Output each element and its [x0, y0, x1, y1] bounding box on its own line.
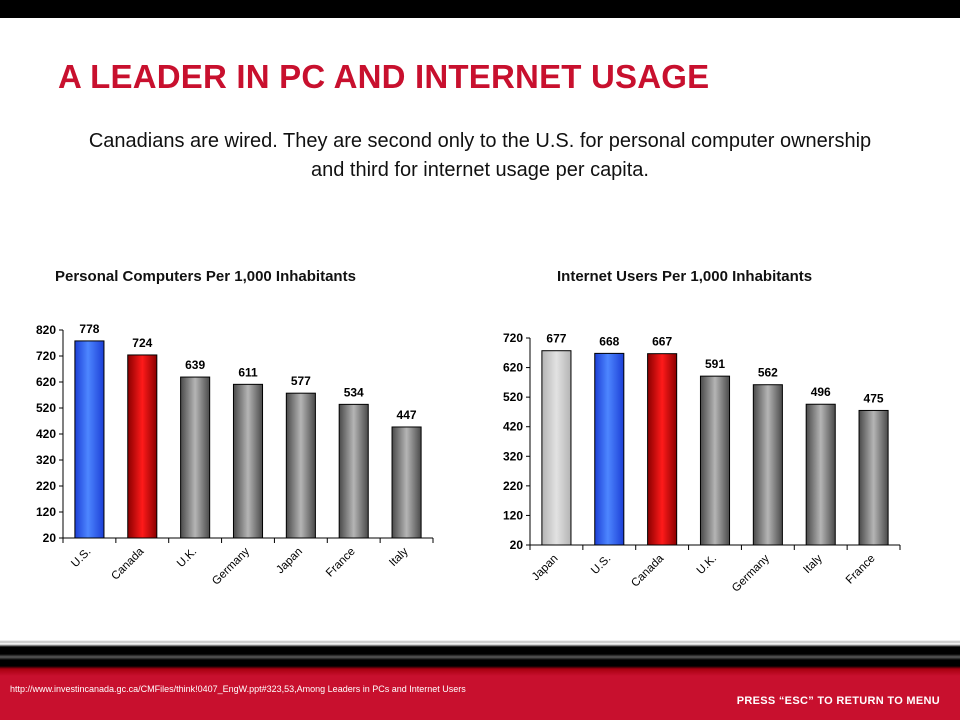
data-label: 677	[546, 332, 566, 346]
category-label: Italy	[801, 552, 825, 576]
y-tick-label: 120	[503, 508, 523, 522]
y-tick-label: 820	[36, 323, 56, 337]
bar-us	[594, 352, 625, 546]
bar-germany	[232, 383, 264, 539]
bar-italy	[805, 403, 836, 546]
category-label: Canada	[109, 545, 146, 582]
bar-france	[338, 403, 369, 539]
esc-return-note: PRESS “ESC” TO RETURN TO MENU	[736, 695, 940, 707]
bar-germany	[752, 384, 783, 546]
y-tick-label: 420	[503, 420, 523, 434]
y-tick-label: 720	[36, 349, 56, 363]
category-label: Germany	[210, 545, 252, 587]
y-tick-label: 20	[510, 538, 524, 552]
y-tick-label: 720	[503, 331, 523, 345]
top-bar	[0, 0, 960, 18]
data-label: 639	[185, 358, 205, 372]
data-label: 724	[132, 336, 152, 350]
chart-title-pcs: Personal Computers Per 1,000 Inhabitants	[55, 268, 356, 285]
y-tick-label: 320	[503, 449, 523, 463]
data-label: 577	[291, 374, 311, 388]
chart-title-internet: Internet Users Per 1,000 Inhabitants	[557, 268, 813, 285]
data-label: 447	[397, 408, 417, 422]
category-label: Japan	[530, 553, 561, 584]
y-tick-label: 520	[36, 401, 56, 415]
data-label: 591	[705, 357, 725, 371]
category-label: France	[324, 546, 358, 580]
y-tick-label: 20	[43, 531, 57, 545]
page-subtitle: Canadians are wired. They are second onl…	[88, 130, 872, 181]
data-label: 611	[238, 365, 258, 379]
bar-japan	[285, 392, 316, 539]
y-tick-label: 620	[503, 361, 523, 375]
category-label: Germany	[730, 552, 772, 594]
category-label: France	[844, 553, 878, 587]
bar-canada	[127, 354, 158, 539]
footer-bar	[0, 676, 960, 720]
y-tick-label: 320	[36, 453, 56, 467]
category-label: U.S.	[69, 546, 93, 570]
y-tick-label: 620	[36, 375, 56, 389]
category-label: U.K.	[695, 553, 719, 577]
category-label: U.S.	[589, 553, 613, 577]
category-label: U.K.	[175, 546, 199, 570]
data-label: 562	[758, 366, 778, 380]
pc-chart: 20 120 220 320 420 520 620 720 820 778 U.S. 724 Cana…	[36, 322, 434, 588]
source-citation: http://www.investincanada.gc.ca/CMFiles/…	[10, 684, 466, 694]
y-tick-label: 420	[36, 427, 56, 441]
y-tick-label: 220	[36, 479, 56, 493]
data-label: 667	[652, 335, 672, 349]
data-label: 668	[599, 334, 619, 348]
bar-uk	[180, 376, 211, 539]
footer-stripes	[0, 640, 960, 676]
bar-us	[74, 340, 105, 539]
y-tick-label: 520	[503, 390, 523, 404]
y-tick-label: 120	[36, 505, 56, 519]
bar-italy	[391, 426, 422, 539]
category-label: Japan	[274, 546, 305, 577]
bar-uk	[699, 375, 731, 546]
category-label: Canada	[629, 552, 666, 589]
category-label: Italy	[387, 545, 411, 569]
bar-france	[858, 409, 889, 546]
y-tick-label: 220	[503, 479, 523, 493]
data-label: 534	[344, 385, 364, 399]
data-label: 778	[79, 322, 99, 336]
data-label: 475	[864, 391, 884, 405]
data-label: 496	[811, 385, 831, 399]
page-title: A LEADER IN PC AND INTERNET USAGE	[58, 58, 710, 95]
bar-japan	[541, 350, 572, 546]
internet-chart: 20 120 220 320 420 520 620 720 677 Japan 668 U.S. 66…	[503, 331, 901, 595]
bar-canada	[647, 353, 678, 546]
